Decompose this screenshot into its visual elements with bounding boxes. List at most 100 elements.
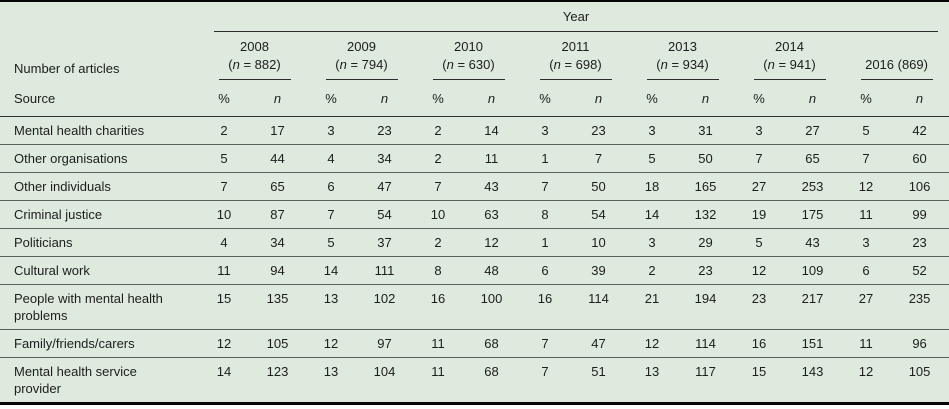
n-value-cell: 114 (675, 329, 736, 358)
n-value-cell: 7 (568, 144, 629, 173)
pct-value-cell: 12 (843, 172, 889, 201)
pct-column-header-2014: % (736, 80, 782, 117)
source-cell: Family/friends/carers (0, 329, 201, 358)
year-value: 2011 (561, 39, 590, 54)
table-row: Politicians 4 34 5 37 2 12 1 10 3 29 5 43 3 23 (0, 228, 949, 257)
pct-value-cell: 7 (843, 144, 889, 173)
n-value-cell: 23 (354, 116, 415, 145)
n-symbol: n (660, 57, 668, 72)
pct-value-cell: 3 (308, 116, 354, 145)
year-group-underline: 2016 (869) (860, 57, 933, 80)
n-value-cell: 123 (266, 364, 289, 379)
n-value-cell: 48 (461, 256, 522, 285)
source-header: Source (0, 80, 201, 117)
n-value-cell: 34 (354, 144, 415, 173)
pct-value-cell: 2 (629, 256, 675, 285)
source-cell: People with mental health problems (0, 284, 201, 330)
n-value-cell: 65 (247, 172, 308, 201)
pct-value-cell: 13 (308, 284, 354, 330)
n-value-cell: 47 (568, 329, 629, 358)
n-value-cell: 135 (247, 284, 308, 330)
pct-value-cell: 21 (629, 284, 675, 330)
n-value-cell: 51 (591, 364, 606, 379)
n-column-header-2011: n (568, 80, 629, 117)
year-group-underline: (n = 941) (753, 57, 826, 80)
year-group-2013: 2013 (n = 934) (629, 32, 736, 80)
n-value-cell: 102 (354, 284, 415, 330)
table-row: Other organisations 5 44 4 34 2 11 1 7 5 50 7 65 7 60 (0, 144, 949, 173)
n-value-cell: 29 (675, 228, 736, 257)
n-value-cell: 42 (889, 116, 949, 145)
n-value-cell: 96 (889, 329, 949, 358)
n-value-cell: 50 (568, 172, 629, 201)
pct-value-cell: 3 (736, 116, 782, 145)
n-value-cell: 105 (247, 329, 308, 358)
year-group-underline: (n = 630) (432, 57, 505, 80)
n-value-cell: 105 (908, 364, 931, 379)
pct-value-cell: 12 (308, 329, 354, 358)
pct-value-cell: 12 (629, 329, 675, 358)
year-group-2014: 2014 (n = 941) (736, 32, 843, 80)
year-group-2016: 2016 (869) (843, 32, 949, 80)
n-value-cell: 117 (695, 364, 716, 379)
pct-value-cell: 8 (522, 200, 568, 229)
n-column-header-2010: n (461, 80, 522, 117)
n-symbol: n (339, 57, 347, 72)
n-value-cell: 165 (675, 172, 736, 201)
n-value-cell: 43 (461, 172, 522, 201)
year-span-underline: Year (214, 2, 939, 32)
n-value-cell: 100 (461, 284, 522, 330)
pct-column-header-2009: % (308, 80, 354, 117)
pct-value-cell: 3 (629, 228, 675, 257)
n-symbol: n (553, 57, 561, 72)
n-symbol: n (767, 57, 775, 72)
n-value-cell: 23 (568, 116, 629, 145)
pct-value-cell: 7 (415, 172, 461, 201)
n-value-cell: 253 (782, 172, 843, 201)
n-value-cell: 175 (782, 200, 843, 229)
n-value-cell: 52 (889, 256, 949, 285)
n-column-header-2008: n (247, 80, 308, 117)
pct-value-cell: 6 (843, 256, 889, 285)
pct-value-cell: 7 (201, 172, 247, 201)
table-row: Cultural work 11 94 14 111 8 48 6 39 2 23 12 109 6 52 (0, 256, 949, 285)
pct-value-cell: 1 (522, 144, 568, 173)
pct-value-cell: 5 (201, 144, 247, 173)
pct-value-cell: 18 (629, 172, 675, 201)
n-value-cell: 143 (801, 364, 824, 379)
column-header-row: Source % n% n% n% n% n% n% n (0, 80, 949, 117)
pct-value-cell: 15 (201, 284, 247, 330)
pct-value-cell: 11 (415, 329, 461, 358)
n-value-cell: 104 (373, 364, 396, 379)
table-body: Mental health charities 2 17 3 23 2 14 3 23 3 31 3 2… (0, 116, 949, 404)
n-value-cell: 50 (675, 144, 736, 173)
pct-value-cell: 19 (736, 200, 782, 229)
pct-value-cell: 12 (736, 256, 782, 285)
table-row: People with mental health problems 15 135 1… (0, 284, 949, 330)
n-value-cell: 10 (568, 228, 629, 257)
pct-value-cell: 2 (415, 116, 461, 145)
pct-value-cell: 15 (751, 364, 767, 379)
pct-value-cell: 7 (541, 364, 549, 379)
year-group-underline: (n = 698) (539, 57, 612, 80)
n-value-cell: 106 (889, 172, 949, 201)
n-value-cell: 39 (568, 256, 629, 285)
year-group-underline: (n = 882) (218, 57, 291, 80)
n-value-cell: 65 (782, 144, 843, 173)
n-symbol: n (446, 57, 454, 72)
pct-value-cell: 16 (415, 284, 461, 330)
n-value-cell: 14 (461, 116, 522, 145)
pct-value-cell: 4 (201, 228, 247, 257)
table-row: Family/friends/carers 12 105 12 97 11 68 7 47 12 1… (0, 329, 949, 358)
n-value-cell: 11 (461, 144, 522, 173)
pct-value-cell: 7 (736, 144, 782, 173)
n-symbol: n (232, 57, 240, 72)
n-value-cell: 37 (354, 228, 415, 257)
pct-value-cell: 6 (308, 172, 354, 201)
source-cell: Other individuals (0, 172, 201, 201)
n-value-cell: 114 (568, 284, 629, 330)
year-groups-row: 2008 (n = 882) 2009 (n = 794) 2010 (n = 630) 2… (0, 32, 949, 80)
pct-value-cell: 27 (736, 172, 782, 201)
n-value-cell: 87 (247, 200, 308, 229)
n-value-cell: 111 (354, 256, 415, 285)
